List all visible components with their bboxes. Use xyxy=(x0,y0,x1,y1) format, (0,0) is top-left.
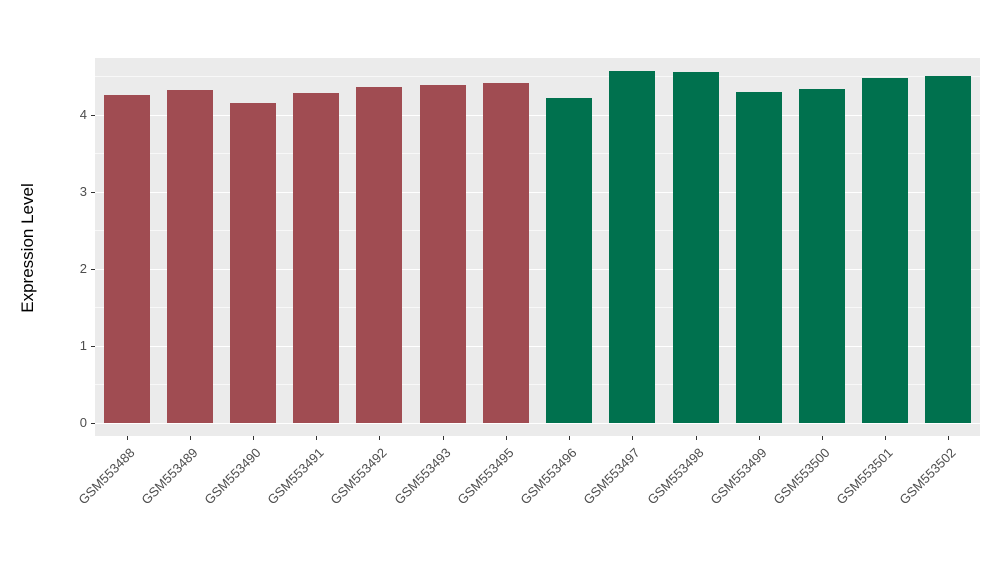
gridline-major xyxy=(95,114,980,117)
y-tick-mark xyxy=(91,423,95,424)
bar xyxy=(609,71,656,423)
y-axis-title: Expression Level xyxy=(18,183,37,313)
x-tick-mark xyxy=(948,436,950,440)
x-tick-mark xyxy=(569,436,571,440)
x-tick-mark xyxy=(758,436,760,440)
y-tick-label: 0 xyxy=(79,415,87,430)
gridline-major xyxy=(95,268,980,271)
x-tick-mark xyxy=(442,436,444,440)
bar xyxy=(166,90,213,423)
bar xyxy=(482,82,529,423)
gridline-minor xyxy=(95,153,980,155)
bar xyxy=(230,102,277,423)
gridline-minor xyxy=(95,307,980,309)
y-tick-mark xyxy=(91,268,95,270)
x-tick-mark xyxy=(379,436,381,440)
y-tick-label: 4 xyxy=(79,106,87,122)
y-tick-mark xyxy=(91,191,95,193)
x-tick-mark xyxy=(695,436,697,440)
bar xyxy=(419,84,466,423)
x-tick-mark xyxy=(189,436,191,440)
y-tick-label: 3 xyxy=(79,183,87,199)
y-tick-mark xyxy=(91,345,95,347)
bar xyxy=(925,75,972,423)
x-tick-mark xyxy=(253,436,255,440)
gridline-minor xyxy=(95,230,980,232)
bar xyxy=(293,92,340,423)
x-tick-mark xyxy=(632,436,634,440)
gridline-major xyxy=(95,345,980,348)
bar xyxy=(798,88,845,423)
bar xyxy=(672,71,719,423)
bar xyxy=(103,94,150,423)
bar xyxy=(735,91,782,423)
gridline-major xyxy=(95,191,980,194)
bar xyxy=(356,87,403,423)
x-tick-mark xyxy=(505,436,507,440)
y-tick-label: 1 xyxy=(79,337,87,353)
gridline-major xyxy=(95,423,980,425)
y-tick-label: 2 xyxy=(79,260,87,276)
x-tick-mark xyxy=(126,436,128,440)
plot-panel xyxy=(95,58,980,436)
y-tick-mark xyxy=(91,114,95,116)
bar xyxy=(546,98,593,423)
x-tick-mark xyxy=(885,436,887,440)
gridline-minor xyxy=(95,76,980,78)
x-tick-mark xyxy=(316,436,318,440)
gridline-minor xyxy=(95,384,980,386)
bar xyxy=(862,78,909,423)
x-tick-mark xyxy=(821,436,823,440)
